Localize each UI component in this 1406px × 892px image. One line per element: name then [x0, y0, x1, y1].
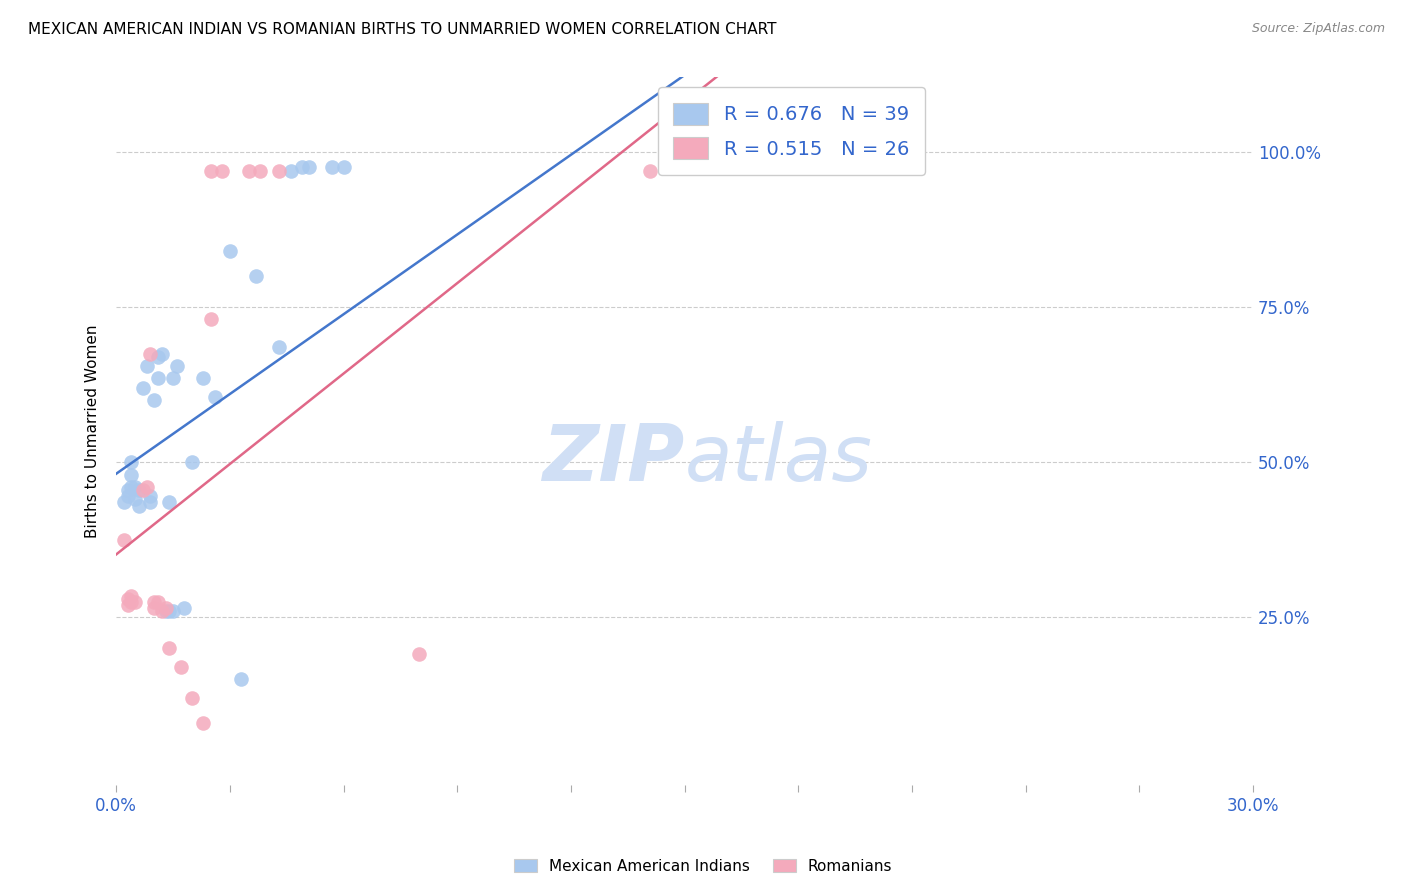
Point [162, 604, 184, 618]
Point [146, 350, 169, 364]
Point [298, 161, 321, 175]
Point [124, 480, 146, 494]
Point [135, 359, 157, 373]
Point [128, 483, 150, 497]
Y-axis label: Births to Unmarried Women: Births to Unmarried Women [86, 325, 100, 538]
Point [741, 145, 763, 159]
Point [155, 601, 177, 615]
Point [219, 244, 242, 259]
Text: Source: ZipAtlas.com: Source: ZipAtlas.com [1251, 22, 1385, 36]
Point [291, 161, 314, 175]
Legend: Mexican American Indians, Romanians: Mexican American Indians, Romanians [508, 853, 898, 880]
Point [173, 601, 195, 615]
Text: atlas: atlas [685, 421, 873, 498]
Point [155, 604, 177, 618]
Point [200, 163, 222, 178]
Point [120, 480, 142, 494]
Point [139, 495, 162, 509]
Point [117, 598, 139, 612]
Point [170, 660, 193, 674]
Point [143, 393, 166, 408]
Point [146, 371, 169, 385]
Point [124, 595, 146, 609]
Point [157, 495, 180, 509]
Point [238, 163, 260, 178]
Point [150, 346, 173, 360]
Point [193, 371, 215, 385]
Point [112, 533, 135, 547]
Point [132, 381, 155, 395]
Point [204, 390, 226, 404]
Point [245, 268, 267, 283]
Point [143, 595, 166, 609]
Point [640, 163, 662, 178]
Point [135, 480, 157, 494]
Point [166, 359, 188, 373]
Legend: R = 0.676   N = 39, R = 0.515   N = 26: R = 0.676 N = 39, R = 0.515 N = 26 [658, 87, 925, 175]
Point [231, 673, 253, 687]
Point [157, 604, 180, 618]
Point [117, 489, 139, 503]
Point [120, 455, 142, 469]
Point [692, 145, 714, 159]
Point [181, 690, 204, 705]
Point [280, 163, 302, 178]
Point [143, 601, 166, 615]
Point [211, 163, 233, 178]
Point [117, 483, 139, 497]
Text: ZIP: ZIP [543, 421, 685, 498]
Point [146, 595, 169, 609]
Point [120, 589, 142, 603]
Point [112, 495, 135, 509]
Point [249, 163, 271, 178]
Point [200, 312, 222, 326]
Point [162, 371, 184, 385]
Point [321, 161, 343, 175]
Point [332, 161, 354, 175]
Point [269, 340, 291, 354]
Text: MEXICAN AMERICAN INDIAN VS ROMANIAN BIRTHS TO UNMARRIED WOMEN CORRELATION CHART: MEXICAN AMERICAN INDIAN VS ROMANIAN BIRT… [28, 22, 776, 37]
Point [139, 346, 162, 360]
Point [193, 715, 215, 730]
Point [120, 467, 142, 482]
Point [150, 604, 173, 618]
Point [120, 595, 142, 609]
Point [157, 641, 180, 656]
Point [124, 492, 146, 507]
Point [132, 483, 155, 497]
Point [128, 499, 150, 513]
Point [408, 648, 430, 662]
Point [139, 489, 162, 503]
Point [181, 455, 204, 469]
Point [117, 591, 139, 606]
Point [269, 163, 291, 178]
